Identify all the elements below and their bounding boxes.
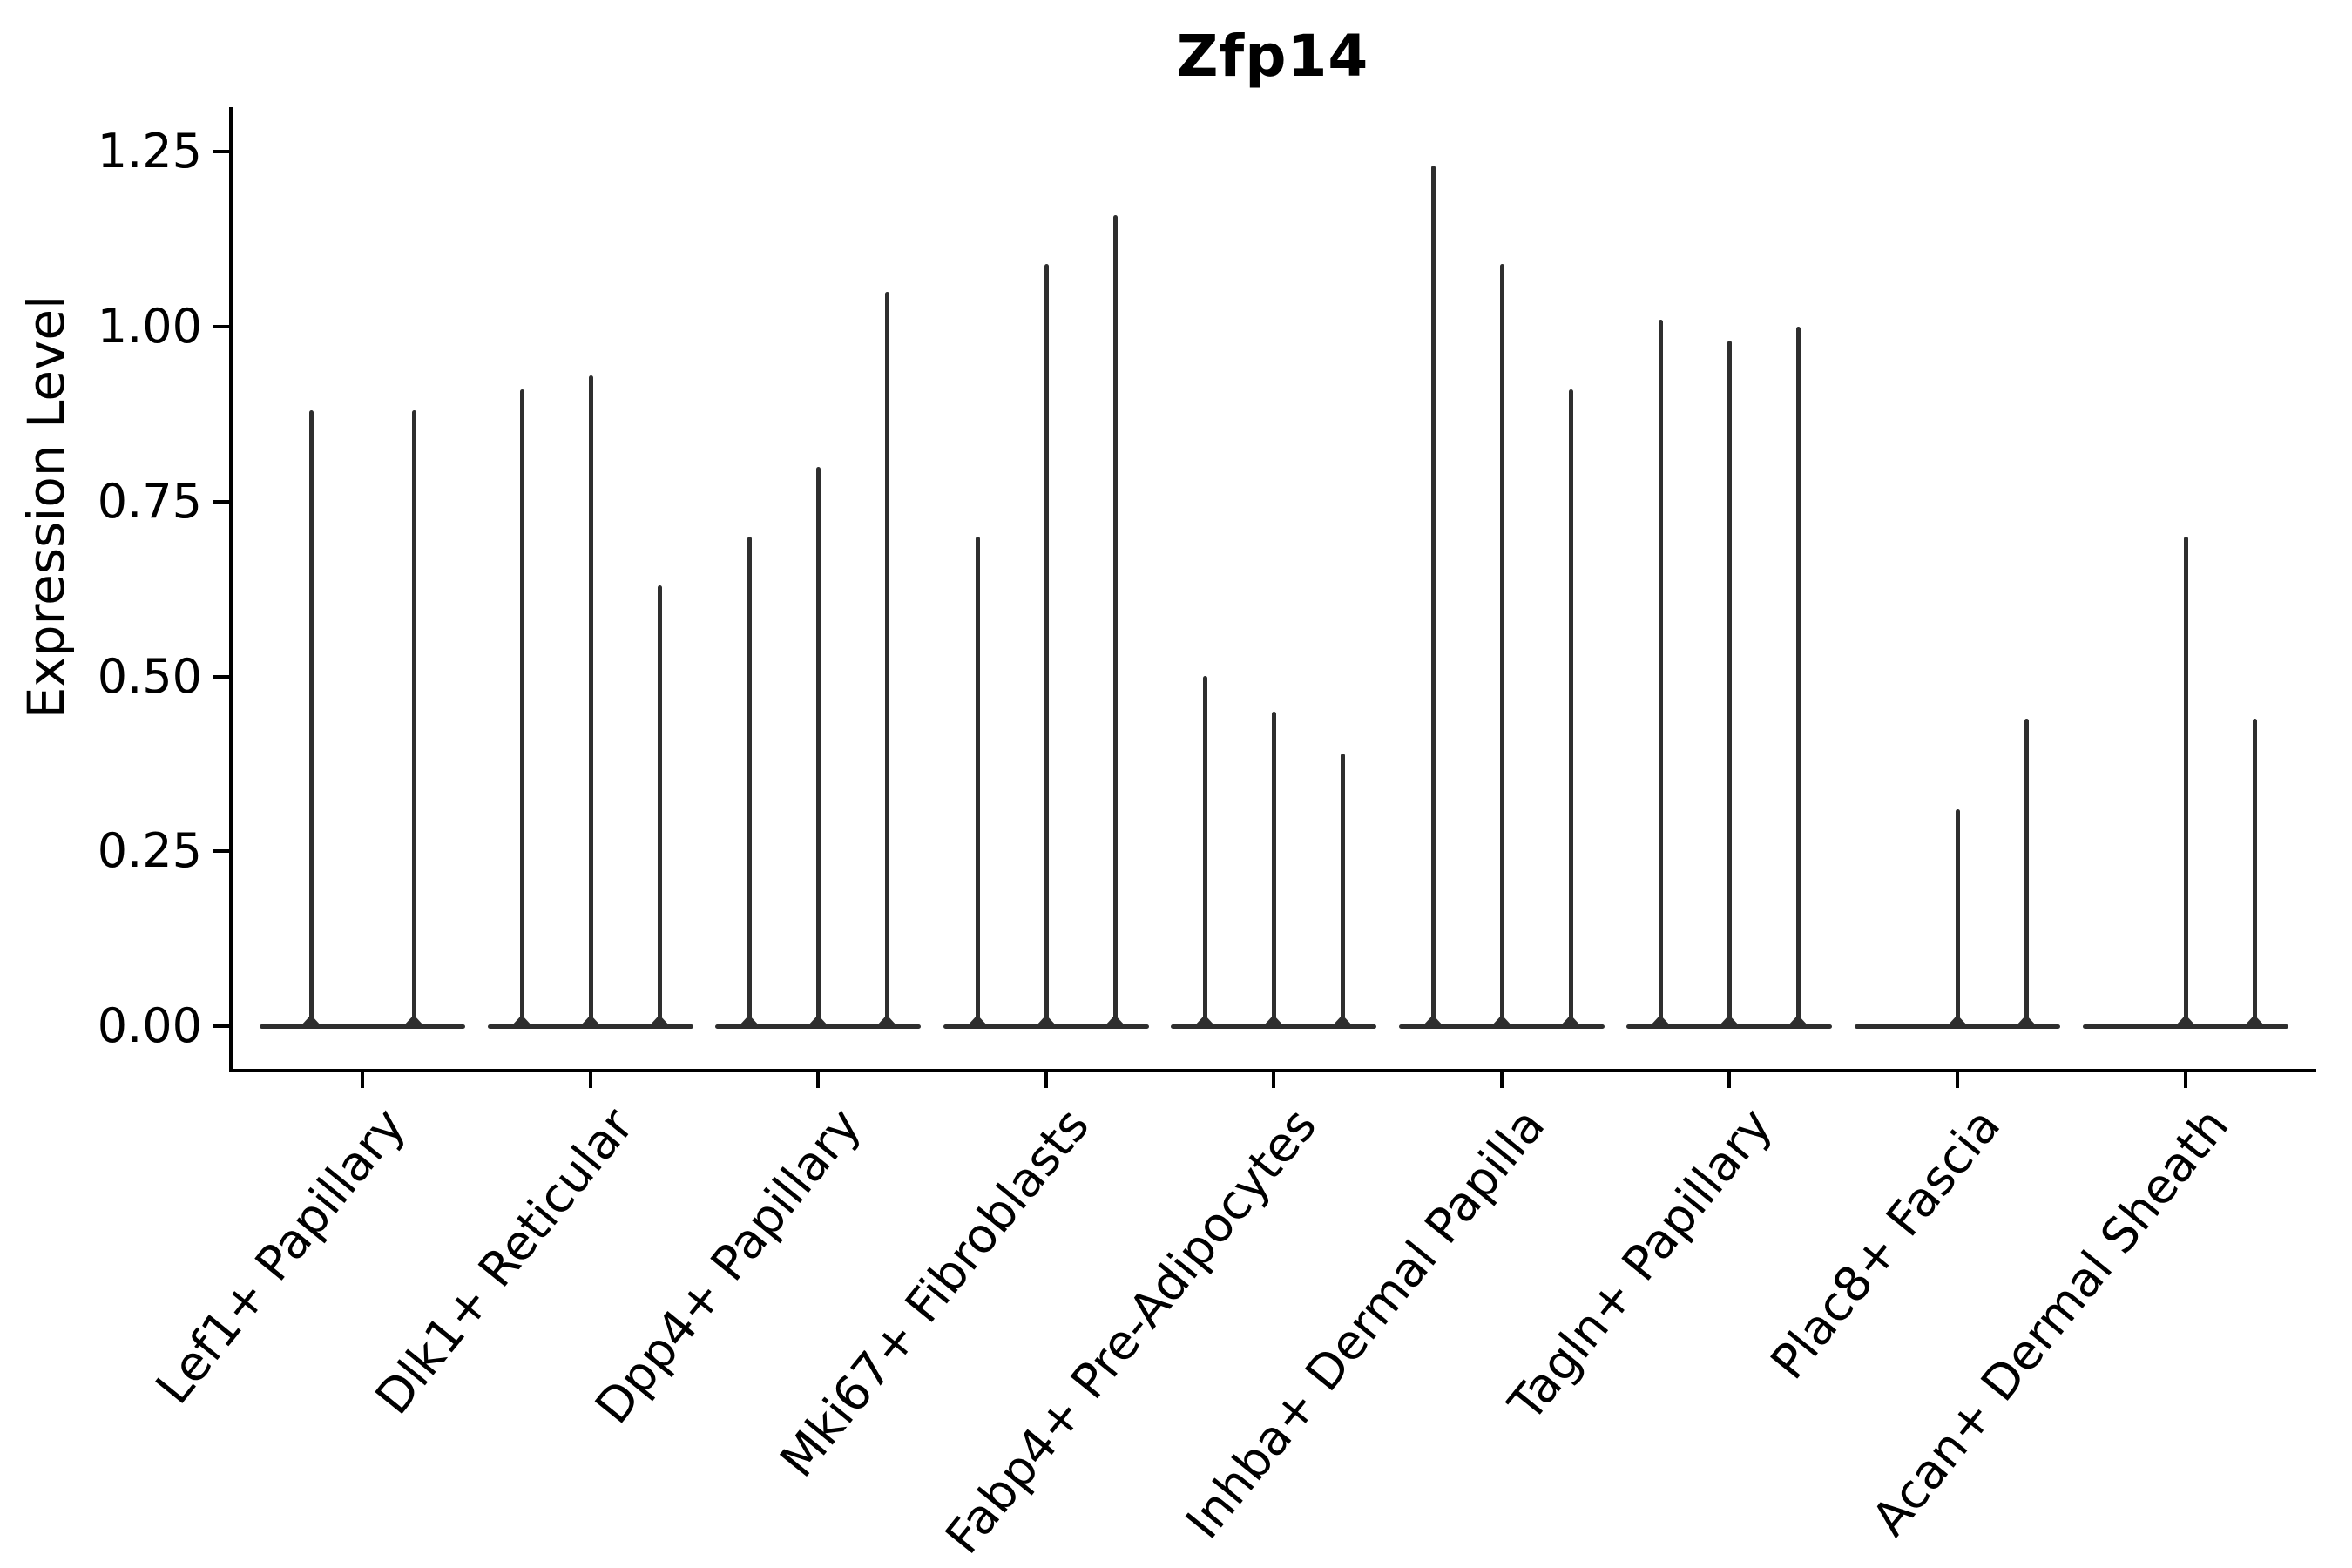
violin-base-flare (739, 1015, 760, 1026)
violin-base-flare (1423, 1015, 1443, 1026)
x-tick-mark (816, 1071, 820, 1088)
violin-spike (411, 410, 416, 1026)
violin-spike (657, 585, 662, 1026)
x-tick-mark (1956, 1071, 1959, 1088)
violin-base-flare (580, 1015, 601, 1026)
violin-spike (1202, 676, 1207, 1026)
violin-group-baseline (1855, 1024, 2060, 1029)
x-tick-mark (2184, 1071, 2187, 1088)
y-tick-label: 1.00 (97, 299, 202, 354)
violin-group-baseline (260, 1024, 465, 1029)
violin-group-baseline (2083, 1024, 2288, 1029)
y-tick-label: 0.50 (97, 648, 202, 704)
violin-spike (519, 389, 524, 1026)
violin-base-flare (1036, 1015, 1057, 1026)
y-tick-mark (213, 325, 229, 328)
violin-base-flare (2016, 1015, 2037, 1026)
violin-base-flare (1560, 1015, 1581, 1026)
y-axis-spine (229, 107, 233, 1072)
violin-spike (1430, 166, 1436, 1026)
violin-spike (308, 410, 314, 1026)
violin-group-baseline (1626, 1024, 1832, 1029)
violin-spike (1727, 341, 1732, 1026)
x-tick-label: Lef1+ Papillary (145, 1098, 416, 1415)
violin-spike (1112, 215, 1118, 1026)
violin-spike (1044, 264, 1049, 1026)
violin-base-flare (649, 1015, 670, 1026)
violin-spike (1499, 264, 1504, 1026)
violin-base-flare (2244, 1015, 2265, 1026)
x-tick-label: Tagln+ Papillary (1497, 1098, 1783, 1431)
y-tick-mark (213, 849, 229, 854)
violin-base-flare (1194, 1015, 1215, 1026)
violin-base-flare (808, 1015, 828, 1026)
y-tick-label: 0.00 (97, 998, 202, 1053)
violin-base-flare (1332, 1015, 1353, 1026)
violin-spike (884, 292, 889, 1026)
y-tick-label: 1.25 (97, 124, 202, 179)
violin-base-flare (1491, 1015, 1512, 1026)
x-tick-mark (361, 1071, 364, 1088)
violin-base-flare (1650, 1015, 1671, 1026)
violin-base-flare (1719, 1015, 1740, 1026)
violin-spike (1658, 320, 1663, 1026)
violin-spike (815, 467, 821, 1026)
violin-spike (2024, 719, 2029, 1026)
violin-base-flare (1263, 1015, 1284, 1026)
x-tick-mark (1500, 1071, 1504, 1088)
x-tick-mark (1044, 1071, 1048, 1088)
x-tick-label: Mki67+ Fibroblasts (769, 1098, 1100, 1488)
violin-base-flare (967, 1015, 988, 1026)
x-tick-label: Dlk1+ Reticular (364, 1098, 645, 1425)
violin-spike (2252, 719, 2257, 1026)
x-tick-mark (1272, 1071, 1275, 1088)
violin-group-baseline (1399, 1024, 1605, 1029)
x-tick-label: Acan+ Dermal Sheath (1861, 1098, 2240, 1546)
violin-spike (1568, 389, 1573, 1026)
violin-spike (1795, 327, 1801, 1026)
violin-base-flare (1947, 1015, 1968, 1026)
violin-base-flare (876, 1015, 897, 1026)
x-tick-label: Inhba+ Dermal Papilla (1174, 1098, 1556, 1550)
violin-base-flare (1105, 1015, 1125, 1026)
violin-spike (588, 375, 593, 1026)
y-tick-mark (213, 674, 229, 679)
violin-spike (2183, 537, 2188, 1026)
violin-spike (1955, 809, 1960, 1026)
x-tick-mark (589, 1071, 592, 1088)
x-tick-label: Fabp4+ Pre-Adipocytes (934, 1098, 1328, 1565)
x-tick-label: Dpp4+ Papillary (584, 1098, 872, 1435)
violin-base-flare (2175, 1015, 2196, 1026)
violin-group-baseline (943, 1024, 1149, 1029)
violin-spike (1340, 754, 1345, 1026)
violin-base-flare (301, 1015, 321, 1026)
violin-base-flare (1788, 1015, 1808, 1026)
x-tick-label: Plac8+ Fascia (1760, 1098, 2011, 1390)
y-tick-label: 0.75 (97, 473, 202, 529)
violin-spike (975, 537, 980, 1026)
x-tick-mark (1727, 1071, 1731, 1088)
violin-spike (747, 537, 752, 1026)
chart-title: Zfp14 (1176, 23, 1369, 90)
y-tick-label: 0.25 (97, 823, 202, 879)
y-tick-mark (213, 499, 229, 504)
violin-base-flare (403, 1015, 424, 1026)
violin-group-baseline (1171, 1024, 1376, 1029)
y-tick-mark (213, 1024, 229, 1028)
violin-group-baseline (488, 1024, 693, 1029)
y-tick-mark (213, 150, 229, 154)
violin-group-baseline (715, 1024, 921, 1029)
violin-spike (1271, 712, 1276, 1026)
violin-base-flare (511, 1015, 532, 1026)
